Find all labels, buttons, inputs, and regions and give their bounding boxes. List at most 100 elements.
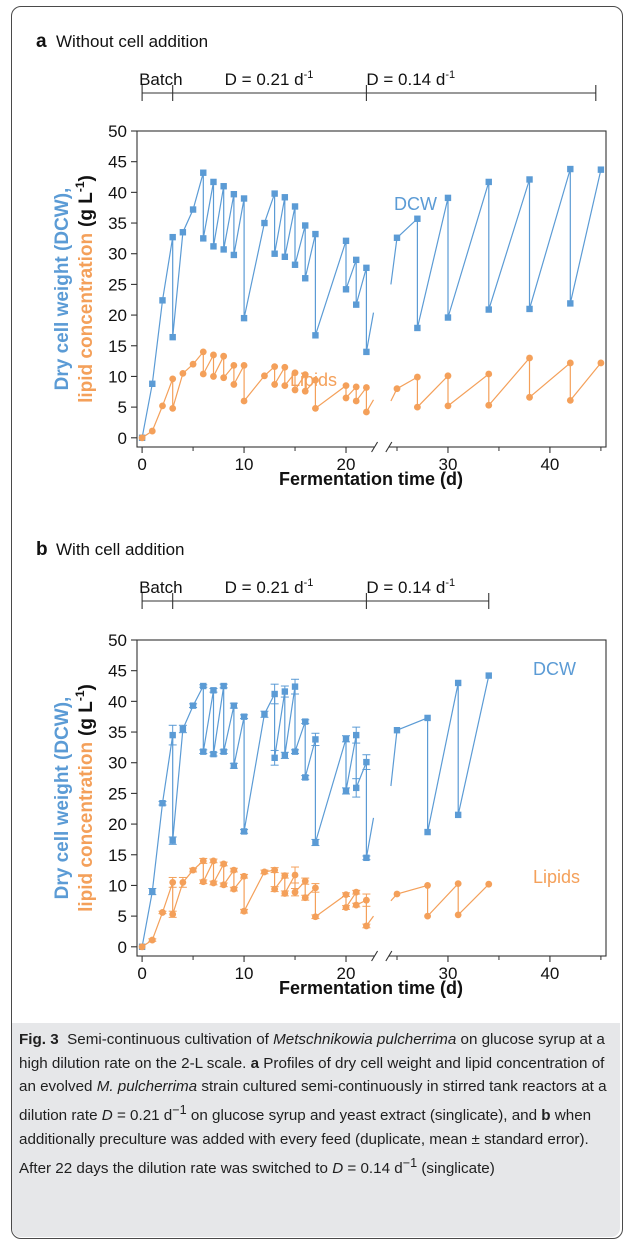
lipids-point [413, 403, 421, 411]
lipids-point [312, 404, 319, 412]
dcw-point [230, 762, 238, 769]
dcw-point [291, 748, 299, 755]
x-tick-label: 0 [137, 964, 146, 983]
caption-species-abbr: M. pulcherrima [96, 1078, 198, 1096]
y-tick-label: 5 [118, 398, 127, 417]
dcw-point [261, 219, 268, 227]
caption-text: on glucose syrup and yeast extract (sing… [186, 1107, 542, 1125]
dcw-line [390, 675, 490, 833]
x-tick-label: 40 [540, 964, 559, 983]
dcw-point [567, 165, 574, 173]
y-tick-label: 0 [118, 938, 127, 957]
phase-label-batch: Batch [139, 70, 182, 89]
caption-text: Semi-continuous cultivation of [67, 1031, 274, 1048]
dcw-point [291, 261, 299, 268]
panel-a-y-label: Dry cell weight (DCW), [52, 188, 73, 391]
dcw-point [444, 194, 452, 202]
x-tick-label: 30 [439, 964, 458, 983]
lipids-point [271, 885, 279, 893]
dcw-point [353, 256, 360, 264]
panel-a-x-axis: 0 10 20 30 40 [137, 447, 602, 474]
dcw-point [302, 275, 309, 282]
lipids-point [566, 359, 574, 367]
lipids-point [169, 878, 177, 886]
lipids-point [352, 888, 360, 896]
lipids-point [393, 385, 401, 393]
lipids-point [261, 868, 268, 876]
lipids-point [210, 879, 217, 887]
lipids-point [159, 909, 166, 916]
panel-b-x-axis: 0 10 20 30 40 [137, 956, 602, 983]
dcw-point [312, 332, 319, 339]
lipids-point [363, 896, 370, 904]
panel-b: b With cell addition Batch D = 0.21 d-1 … [36, 539, 607, 998]
caption-text: = 0.14 d [343, 1159, 403, 1177]
panel-a-letter: a [36, 31, 47, 52]
lipids-point [485, 370, 493, 378]
dcw-point [220, 246, 227, 253]
lipids-point [179, 878, 187, 886]
dcw-point [363, 348, 370, 356]
lipids-point [291, 386, 299, 394]
dcw-point [271, 690, 278, 698]
dcw-point [169, 233, 176, 241]
dcw-point [179, 229, 187, 236]
dcw-point [353, 784, 360, 792]
y-tick-label: 20 [108, 815, 127, 834]
panel-a: a Without cell addition Batch D = 0.21 d… [36, 31, 607, 489]
lipids-point [312, 376, 319, 384]
lipids-point [281, 363, 289, 371]
panel-a-plot-area [136, 130, 607, 448]
lipids-point [301, 894, 309, 902]
x-tick-label: 10 [235, 455, 254, 474]
dcw-point [169, 837, 176, 844]
x-tick-label: 10 [235, 964, 254, 983]
dcw-point [210, 178, 217, 186]
y-tick-label: 45 [108, 662, 127, 681]
lipids-point [424, 882, 431, 889]
dcw-point [302, 718, 309, 725]
lipids-point [281, 382, 289, 390]
caption-text: strain cultured semi-continuously in sti… [19, 1078, 607, 1125]
lipids-point [199, 878, 207, 886]
dcw-point [363, 854, 370, 862]
dcw-point [189, 702, 197, 709]
lipids-point [148, 427, 156, 435]
lipids-point [363, 922, 370, 930]
dcw-point [261, 711, 268, 718]
panel-a-title: Without cell addition [56, 32, 208, 51]
phase-label-d021: D = 0.21 d-1 [225, 69, 314, 89]
caption-sup: −1 [172, 1103, 187, 1118]
lipids-point [189, 866, 197, 874]
lipids-point [454, 911, 462, 919]
panel-a-y-label-2: lipid concentration(g L-1) [73, 175, 97, 403]
panel-a-y-axis: 0 5 10 15 20 25 30 35 40 45 50 [108, 122, 137, 448]
figure-charts: a Without cell addition Batch D = 0.21 d… [36, 31, 607, 998]
x-tick-label: 0 [137, 455, 146, 474]
dcw-point [281, 194, 289, 201]
y-tick-label: 30 [108, 245, 127, 264]
dcw-point [363, 758, 370, 766]
dcw-point [454, 679, 462, 687]
lipids-point [271, 866, 279, 874]
caption-fig-label: Fig. 3 [19, 1031, 59, 1048]
y-tick-label: 25 [108, 784, 127, 803]
dcw-point [485, 306, 492, 313]
lipids-point [148, 936, 156, 944]
dcw-point [271, 190, 278, 197]
y-tick-label: 40 [108, 183, 127, 202]
lipids-point [342, 394, 350, 402]
y-tick-label: 5 [118, 907, 127, 926]
lipids-point [220, 352, 228, 360]
lipids-point [240, 397, 248, 405]
lipids-line [141, 350, 375, 439]
caption-text: on glucose syrup at a high dilution rate… [19, 1031, 605, 1072]
lipids-point [444, 372, 452, 380]
panel-b-plot-area [136, 639, 607, 957]
y-tick-label: 35 [108, 723, 127, 742]
panel-b-y-axis: 0 5 10 15 20 25 30 35 40 45 50 [108, 631, 137, 957]
lipids-point [240, 907, 248, 915]
dcw-line [141, 172, 375, 438]
lipids-point [352, 383, 360, 391]
axis-break-slash [371, 950, 379, 962]
